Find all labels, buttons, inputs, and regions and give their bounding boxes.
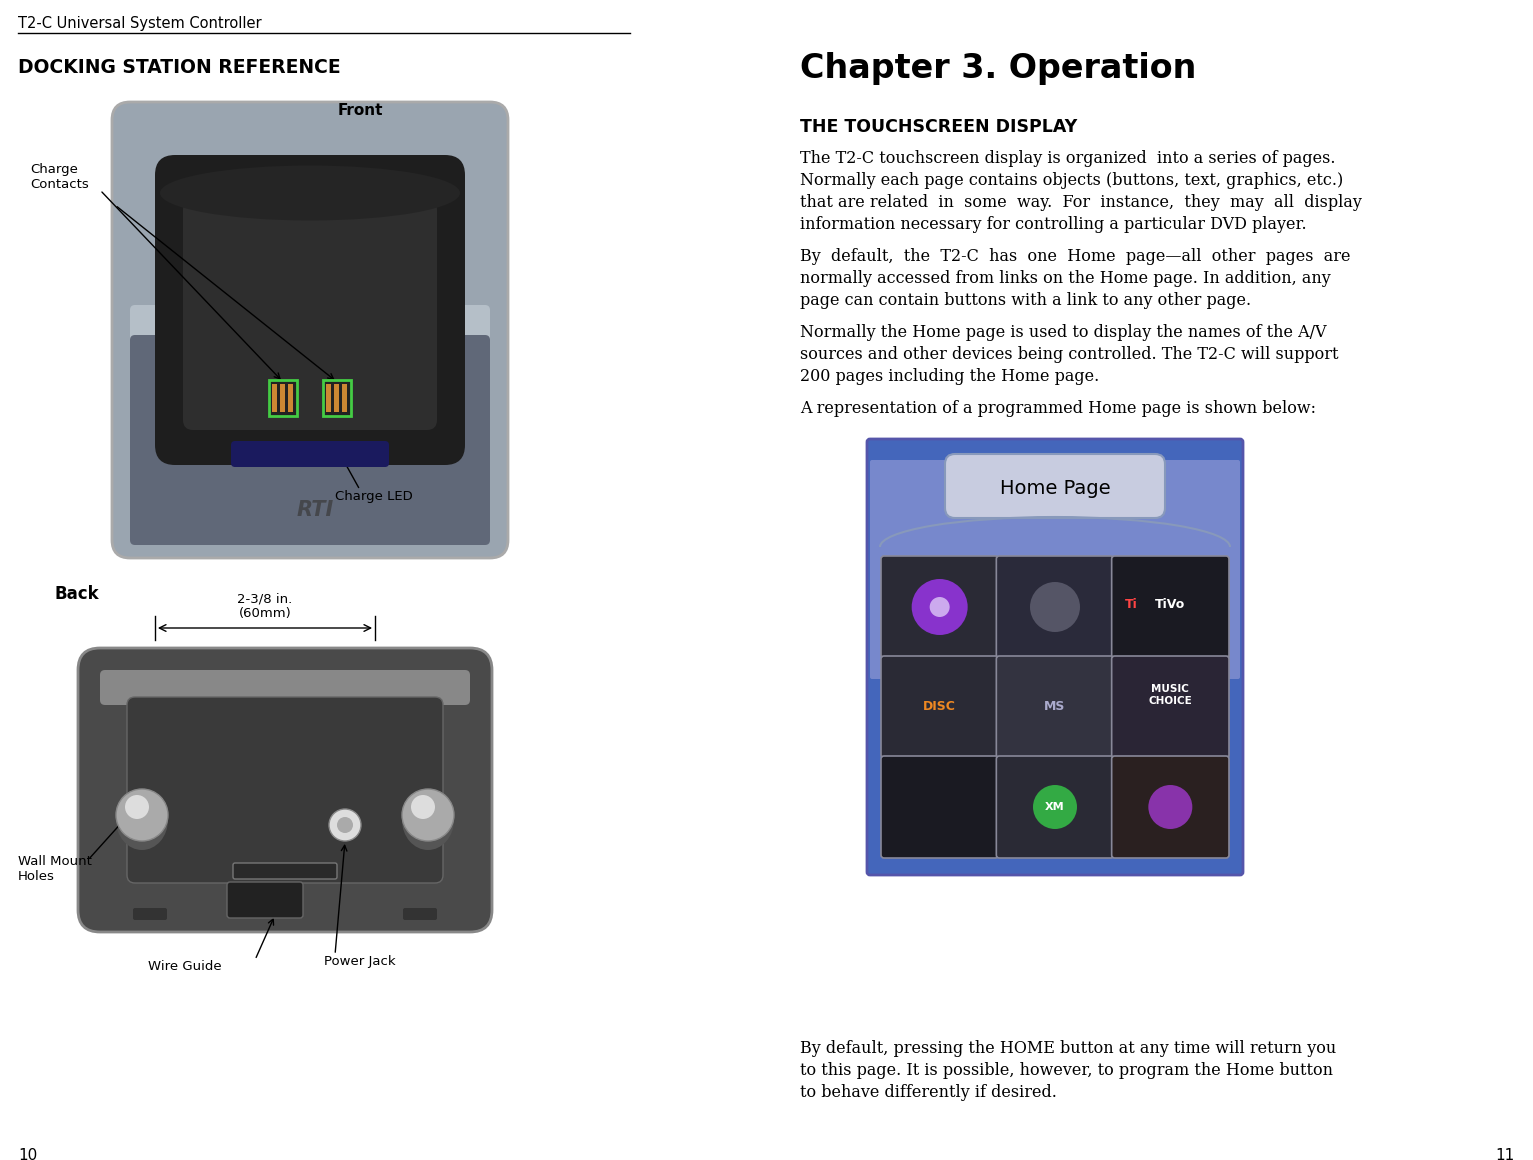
Text: MS: MS <box>1044 701 1065 713</box>
Text: to this page. It is possible, however, to program the Home button: to this page. It is possible, however, t… <box>800 1063 1334 1079</box>
FancyBboxPatch shape <box>868 438 1243 875</box>
Text: By  default,  the  T2-C  has  one  Home  page—all  other  pages  are: By default, the T2-C has one Home page—a… <box>800 248 1351 264</box>
Ellipse shape <box>117 790 169 850</box>
FancyBboxPatch shape <box>100 670 471 705</box>
Text: THE TOUCHSCREEN DISPLAY: THE TOUCHSCREEN DISPLAY <box>800 118 1078 136</box>
Text: DISC: DISC <box>923 701 957 713</box>
FancyBboxPatch shape <box>996 556 1113 658</box>
Bar <box>323 380 351 416</box>
FancyBboxPatch shape <box>996 756 1113 858</box>
FancyBboxPatch shape <box>996 657 1113 757</box>
Text: DOCKING STATION REFERENCE: DOCKING STATION REFERENCE <box>18 58 340 77</box>
Text: Front: Front <box>337 103 383 118</box>
Text: that are related  in  some  way.  For  instance,  they  may  all  display: that are related in some way. For instan… <box>800 194 1361 211</box>
Text: 2-3/8 in.
(60mm): 2-3/8 in. (60mm) <box>238 592 293 619</box>
Ellipse shape <box>159 166 460 220</box>
Text: Back: Back <box>55 585 100 603</box>
Circle shape <box>402 789 454 841</box>
Circle shape <box>411 795 435 819</box>
Text: Charge LED: Charge LED <box>336 490 412 503</box>
Text: Normally each page contains objects (buttons, text, graphics, etc.): Normally each page contains objects (but… <box>800 172 1343 189</box>
Text: T2-C Universal System Controller: T2-C Universal System Controller <box>18 16 262 31</box>
Circle shape <box>330 809 360 841</box>
Text: Wall Mount
Holes: Wall Mount Holes <box>18 855 92 883</box>
FancyBboxPatch shape <box>881 556 998 658</box>
Text: Wire Guide: Wire Guide <box>149 960 222 973</box>
FancyBboxPatch shape <box>881 657 998 757</box>
FancyBboxPatch shape <box>403 908 437 920</box>
Bar <box>271 384 277 412</box>
Text: information necessary for controlling a particular DVD player.: information necessary for controlling a … <box>800 216 1306 233</box>
Text: A representation of a programmed Home page is shown below:: A representation of a programmed Home pa… <box>800 400 1315 416</box>
FancyBboxPatch shape <box>78 648 492 931</box>
FancyBboxPatch shape <box>944 454 1165 519</box>
FancyBboxPatch shape <box>227 882 304 918</box>
Text: MUSIC
CHOICE: MUSIC CHOICE <box>1148 684 1193 705</box>
Text: Charge
Contacts: Charge Contacts <box>31 164 89 191</box>
Circle shape <box>1033 785 1078 829</box>
Circle shape <box>912 579 967 635</box>
Text: Power Jack: Power Jack <box>323 955 396 967</box>
FancyBboxPatch shape <box>127 697 443 883</box>
Text: 10: 10 <box>18 1148 37 1160</box>
Text: TiVo: TiVo <box>1156 599 1185 611</box>
Bar <box>327 384 331 412</box>
Circle shape <box>117 789 169 841</box>
FancyBboxPatch shape <box>233 863 337 879</box>
Text: Chapter 3. Operation: Chapter 3. Operation <box>800 52 1196 85</box>
Bar <box>268 380 297 416</box>
FancyBboxPatch shape <box>1111 756 1229 858</box>
Bar <box>288 384 293 412</box>
FancyBboxPatch shape <box>871 461 1240 679</box>
Text: XM: XM <box>1046 802 1065 812</box>
Circle shape <box>126 795 149 819</box>
Text: normally accessed from links on the Home page. In addition, any: normally accessed from links on the Home… <box>800 270 1331 287</box>
Circle shape <box>929 597 949 617</box>
Circle shape <box>1148 785 1193 829</box>
Text: By default, pressing the HOME button at any time will return you: By default, pressing the HOME button at … <box>800 1041 1337 1057</box>
Text: to behave differently if desired.: to behave differently if desired. <box>800 1083 1056 1101</box>
Circle shape <box>337 817 353 833</box>
Text: RTI: RTI <box>296 500 334 520</box>
FancyBboxPatch shape <box>155 155 464 465</box>
Text: The T2-C touchscreen display is organized  into a series of pages.: The T2-C touchscreen display is organize… <box>800 150 1335 167</box>
FancyBboxPatch shape <box>231 441 389 467</box>
FancyBboxPatch shape <box>130 335 491 545</box>
Text: page can contain buttons with a link to any other page.: page can contain buttons with a link to … <box>800 292 1251 309</box>
FancyBboxPatch shape <box>1111 657 1229 757</box>
Text: Normally the Home page is used to display the names of the A/V: Normally the Home page is used to displa… <box>800 324 1326 341</box>
Bar <box>281 384 285 412</box>
Text: 200 pages including the Home page.: 200 pages including the Home page. <box>800 368 1099 385</box>
FancyBboxPatch shape <box>1111 556 1229 658</box>
Bar <box>334 384 339 412</box>
FancyBboxPatch shape <box>182 200 437 430</box>
FancyBboxPatch shape <box>112 102 507 558</box>
FancyBboxPatch shape <box>130 305 491 525</box>
Ellipse shape <box>402 790 454 850</box>
Text: sources and other devices being controlled. The T2-C will support: sources and other devices being controll… <box>800 346 1338 363</box>
FancyBboxPatch shape <box>881 756 998 858</box>
Text: Ti: Ti <box>1125 599 1137 611</box>
FancyBboxPatch shape <box>133 908 167 920</box>
Bar <box>342 384 346 412</box>
Circle shape <box>1030 582 1081 632</box>
Text: Home Page: Home Page <box>1000 478 1110 498</box>
Text: 11: 11 <box>1496 1148 1515 1160</box>
